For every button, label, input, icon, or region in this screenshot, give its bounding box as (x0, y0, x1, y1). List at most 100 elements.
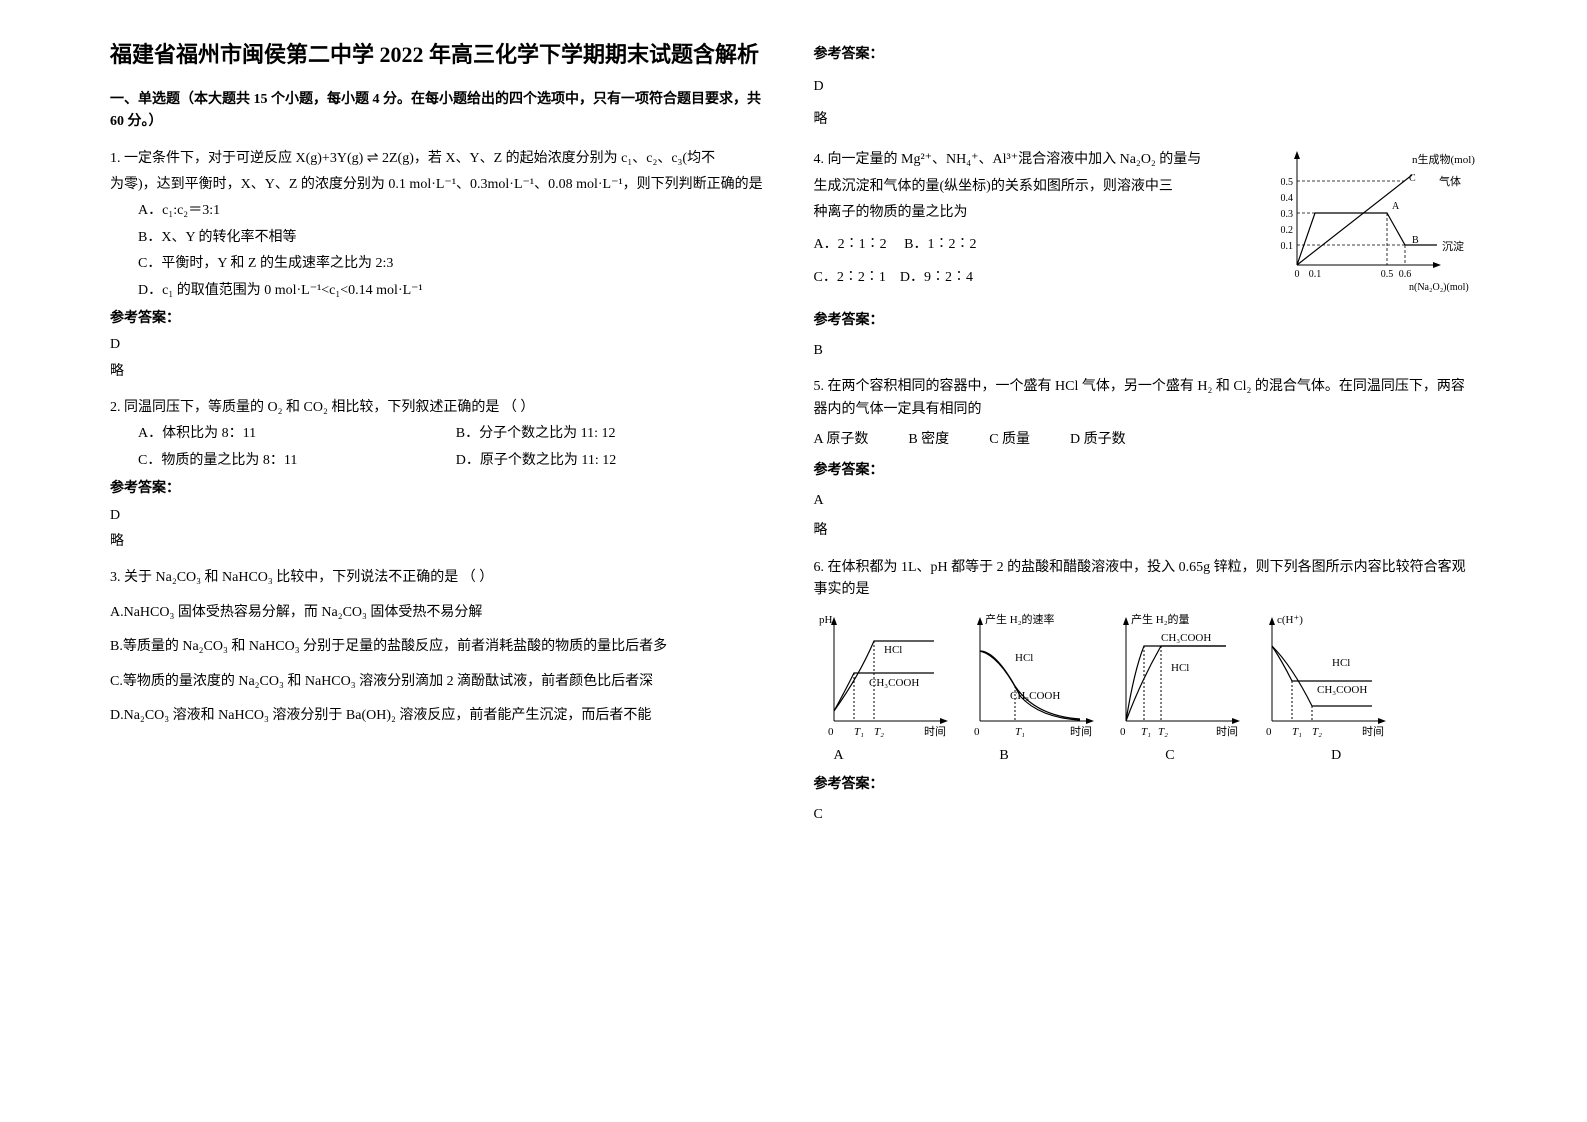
q4-graph: 0.1 0.2 0.3 0.4 0.5 0 0.1 0.5 0.6 (1267, 145, 1477, 303)
svg-text:0: 0 (1295, 269, 1300, 280)
q4-answer: B (814, 340, 1478, 362)
q4-stem-2: 生成沉淀和气体的量(纵坐标)的关系如图所示，则溶液中三 (814, 176, 1256, 198)
question-6: 6. 在体积都为 1L、pH 都等于 2 的盐酸和醋酸溶液中，投入 0.65g … (814, 557, 1478, 827)
q6-answer: C (814, 804, 1478, 826)
svg-text:0.6: 0.6 (1399, 269, 1412, 280)
q5-opt-a: A 原子数 (814, 429, 869, 451)
q5-answer: A (814, 490, 1478, 512)
q2-stem: 2. 同温同压下，等质量的 O₂ 和 CO₂ 相比较，下列叙述正确的是 （ ） (110, 397, 774, 419)
right-column: 参考答案： D 略 4. 向一定量的 Mg²⁺、NH₄⁺、Al³⁺混合溶液中加入… (794, 40, 1498, 1082)
q1-stem-2: 为零)，达到平衡时，X、Y、Z 的浓度分别为 0.1 mol·L⁻¹、0.3mo… (110, 174, 774, 196)
q6-label-b: B (979, 745, 1145, 767)
q3-note: 略 (814, 109, 1478, 131)
svg-text:HCl: HCl (884, 644, 902, 656)
svg-text:C: C (1409, 173, 1416, 184)
svg-text:T₂: T₂ (1312, 726, 1322, 738)
svg-text:0.5: 0.5 (1381, 269, 1394, 280)
svg-text:CH₃COOH: CH₃COOH (1010, 690, 1060, 702)
svg-text:0: 0 (828, 726, 834, 738)
q3-opt-d: D.Na₂CO₃ 溶液和 NaHCO₃ 溶液分别于 Ba(OH)₂ 溶液反应，前… (110, 705, 774, 727)
q6-chart-a: pH 时间 0 T₁ T₂ HCl CH₃COOH (814, 611, 954, 741)
q6-chart-b: 产生 H₂的速率 时间 0 T₁ HCl CH₃COOH (960, 611, 1100, 741)
svg-text:B: B (1412, 235, 1419, 246)
svg-text:HCl: HCl (1332, 657, 1350, 669)
q1-opt-d: D．c₁ 的取值范围为 0 mol·L⁻¹<c₁<0.14 mol·L⁻¹ (110, 280, 774, 302)
svg-text:时间: 时间 (1070, 725, 1092, 738)
svg-text:n(Na₂O₂)(mol): n(Na₂O₂)(mol) (1409, 282, 1469, 293)
svg-text:A: A (1392, 201, 1400, 212)
svg-text:CH₃COOH: CH₃COOH (1161, 632, 1211, 644)
q5-answer-label: 参考答案： (814, 460, 1478, 482)
q3-opt-b: B.等质量的 Na₂CO₃ 和 NaHCO₃ 分别于足量的盐酸反应，前者消耗盐酸… (110, 636, 774, 658)
q4-answer-label: 参考答案： (814, 310, 1478, 332)
q4-opt-c: C．2∶2∶1 (814, 270, 886, 285)
question-5: 5. 在两个容积相同的容器中，一个盛有 HCl 气体，另一个盛有 H₂ 和 Cl… (814, 376, 1478, 542)
q1-opt-b: B．X、Y 的转化率不相等 (110, 227, 774, 249)
svg-text:HCl: HCl (1015, 652, 1033, 664)
q1-answer: D (110, 334, 774, 356)
q6-chart-d: c(H⁺) 时间 0 T₁ T₂ HCl CH₃COOH (1252, 611, 1392, 741)
svg-text:T₁: T₁ (1292, 726, 1302, 738)
q1-answer-label: 参考答案： (110, 308, 774, 330)
svg-text:0.1: 0.1 (1281, 241, 1294, 252)
q1-opt-a: A．c₁:c₂＝3:1 (110, 200, 774, 222)
q6-label-c: C (1145, 745, 1311, 767)
question-4: 4. 向一定量的 Mg²⁺、NH₄⁺、Al³⁺混合溶液中加入 Na₂O₂ 的量与… (814, 145, 1478, 303)
q5-stem: 5. 在两个容积相同的容器中，一个盛有 HCl 气体，另一个盛有 H₂ 和 Cl… (814, 376, 1478, 421)
q4-opt-a: A．2∶1∶2 (814, 237, 887, 252)
svg-text:0: 0 (1266, 726, 1272, 738)
q5-note: 略 (814, 520, 1478, 542)
svg-text:T₁: T₁ (1141, 726, 1151, 738)
svg-text:T₁: T₁ (1015, 726, 1025, 738)
svg-text:产生 H₂的量: 产生 H₂的量 (1131, 612, 1190, 626)
page-title: 福建省福州市闽侯第二中学 2022 年高三化学下学期期末试题含解析 (110, 40, 774, 71)
section-heading: 一、单选题（本大题共 15 个小题，每小题 4 分。在每小题给出的四个选项中，只… (110, 89, 774, 134)
svg-text:CH₃COOH: CH₃COOH (869, 677, 919, 689)
svg-text:T₁: T₁ (854, 726, 864, 738)
q3-answer: D (814, 76, 1478, 98)
q5-opt-b: B 密度 (908, 429, 949, 451)
q4-stem-1: 4. 向一定量的 Mg²⁺、NH₄⁺、Al³⁺混合溶液中加入 Na₂O₂ 的量与 (814, 149, 1256, 171)
svg-text:0.5: 0.5 (1281, 177, 1294, 188)
q6-charts: pH 时间 0 T₁ T₂ HCl CH₃COOH (814, 611, 1478, 741)
svg-text:pH: pH (819, 614, 833, 626)
q2-opt-a: A．体积比为 8：11 (138, 423, 456, 445)
q3-opt-c: C.等物质的量浓度的 Na₂CO₃ 和 NaHCO₃ 溶液分别滴加 2 滴酚酞试… (110, 671, 774, 693)
svg-text:时间: 时间 (1216, 725, 1238, 738)
svg-text:CH₃COOH: CH₃COOH (1317, 684, 1367, 696)
svg-text:时间: 时间 (1362, 725, 1384, 738)
svg-text:0.4: 0.4 (1281, 193, 1294, 204)
q5-opt-c: C 质量 (989, 429, 1030, 451)
q2-answer: D (110, 505, 774, 527)
q5-opt-d: D 质子数 (1070, 429, 1126, 451)
svg-text:c(H⁺): c(H⁺) (1277, 614, 1303, 626)
q4-opt-d: D．9∶2∶4 (900, 270, 973, 285)
q3-opt-a: A.NaHCO₃ 固体受热容易分解，而 Na₂CO₃ 固体受热不易分解 (110, 602, 774, 624)
q4-stem-3: 种离子的物质的量之比为 (814, 202, 1256, 224)
svg-text:0.2: 0.2 (1281, 225, 1294, 236)
q6-stem: 6. 在体积都为 1L、pH 都等于 2 的盐酸和醋酸溶液中，投入 0.65g … (814, 557, 1478, 602)
q2-answer-label: 参考答案： (110, 478, 774, 500)
svg-text:0.3: 0.3 (1281, 209, 1294, 220)
q1-note: 略 (110, 361, 774, 383)
svg-text:时间: 时间 (924, 725, 946, 738)
svg-text:气体: 气体 (1439, 174, 1461, 188)
q3-stem: 3. 关于 Na₂CO₃ 和 NaHCO₃ 比较中，下列说法不正确的是 （ ） (110, 567, 774, 589)
svg-text:沉淀: 沉淀 (1442, 239, 1464, 253)
q2-opt-b: B．分子个数之比为 11: 12 (456, 423, 774, 445)
svg-text:0: 0 (974, 726, 980, 738)
left-column: 福建省福州市闽侯第二中学 2022 年高三化学下学期期末试题含解析 一、单选题（… (90, 40, 794, 1082)
q6-answer-label: 参考答案： (814, 774, 1478, 796)
q1-opt-c: C．平衡时，Y 和 Z 的生成速率之比为 2:3 (110, 253, 774, 275)
q2-opt-d: D．原子个数之比为 11: 12 (456, 450, 774, 472)
svg-text:0: 0 (1120, 726, 1126, 738)
q2-opt-c: C．物质的量之比为 8：11 (138, 450, 456, 472)
svg-text:产生 H₂的速率: 产生 H₂的速率 (985, 612, 1055, 626)
q4-opt-b: B．1∶2∶2 (904, 237, 976, 252)
q1-stem-1: 1. 一定条件下，对于可逆反应 X(g)+3Y(g) ⇌ 2Z(g)，若 X、Y… (110, 148, 774, 170)
svg-text:0.1: 0.1 (1309, 269, 1322, 280)
q6-label-d: D (1311, 745, 1477, 767)
q6-label-a: A (814, 745, 980, 767)
question-2: 2. 同温同压下，等质量的 O₂ 和 CO₂ 相比较，下列叙述正确的是 （ ） … (110, 397, 774, 553)
q6-chart-c: 产生 H₂的量 时间 0 T₁ T₂ CH₃COOH HCl (1106, 611, 1246, 741)
